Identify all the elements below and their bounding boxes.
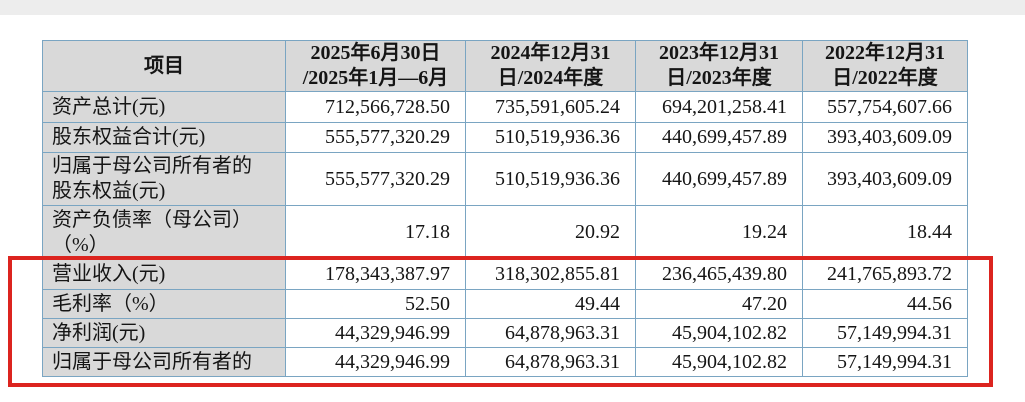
table-row-net-profit: 净利润(元) 44,329,946.99 64,878,963.31 45,90… — [42, 318, 968, 348]
row-label: 营业收入(元) — [42, 259, 286, 290]
table-row-total-assets: 资产总计(元) 712,566,728.50 735,591,605.24 69… — [42, 91, 968, 123]
row-label: 资产负债率（母公司） （%） — [42, 205, 286, 260]
cell-value: 44.56 — [802, 289, 968, 319]
table-row-gross-margin: 毛利率（%） 52.50 49.44 47.20 44.56 — [42, 289, 968, 319]
header-item-label: 项目 — [144, 54, 184, 77]
cell-value: 64,878,963.31 — [465, 347, 636, 377]
header-period-2023: 2023年12月31 日/2023年度 — [635, 40, 803, 92]
cell-value: 557,754,607.66 — [802, 91, 968, 123]
header-item: 项目 — [42, 40, 286, 92]
row-label: 毛利率（%） — [42, 289, 286, 319]
header-period-2023-line2: 日/2023年度 — [666, 67, 772, 89]
header-period-2024: 2024年12月31 日/2024年度 — [465, 40, 636, 92]
cell-value: 241,765,893.72 — [802, 259, 968, 290]
cell-value: 19.24 — [635, 205, 803, 260]
row-label-text: 归属于母公司所有者的 — [52, 155, 252, 177]
row-label-text: 股东权益合计(元) — [52, 126, 206, 148]
table-row-total-equity: 股东权益合计(元) 555,577,320.29 510,519,936.36 … — [42, 122, 968, 153]
row-label-text: 股东权益(元) — [52, 180, 166, 202]
row-label-text: 资产总计(元) — [52, 95, 166, 118]
header-row: 项目 2025年6月30日 /2025年1月—6月 2024年12月31 日/2… — [42, 40, 968, 92]
cell-value: 318,302,855.81 — [465, 259, 636, 290]
table-row-parent-equity: 归属于母公司所有者的 股东权益(元) 555,577,320.29 510,51… — [42, 152, 968, 206]
cell-value: 510,519,936.36 — [465, 122, 636, 153]
header-period-2024-line2: 日/2024年度 — [497, 67, 604, 89]
cell-value: 236,465,439.80 — [635, 259, 803, 290]
cell-value: 555,577,320.29 — [285, 122, 466, 153]
table-row-debt-ratio: 资产负债率（母公司） （%） 17.18 20.92 19.24 18.44 — [42, 205, 968, 260]
cell-value: 18.44 — [802, 205, 968, 260]
row-label: 净利润(元) — [42, 318, 286, 348]
cell-value: 44,329,946.99 — [285, 347, 466, 377]
row-label: 归属于母公司所有者的 股东权益(元) — [42, 152, 286, 206]
row-label-text: 资产负债率（母公司） — [52, 208, 252, 231]
header-period-2022-line2: 日/2022年度 — [832, 67, 938, 89]
cell-value: 49.44 — [465, 289, 636, 319]
financial-summary-table: 项目 2025年6月30日 /2025年1月—6月 2024年12月31 日/2… — [42, 40, 968, 377]
cell-value: 17.18 — [285, 205, 466, 260]
cell-value: 20.92 — [465, 205, 636, 260]
row-label-text: 归属于母公司所有者的 — [52, 350, 252, 373]
row-label: 股东权益合计(元) — [42, 122, 286, 153]
cell-value: 64,878,963.31 — [465, 318, 636, 348]
header-period-2022: 2022年12月31 日/2022年度 — [802, 40, 968, 92]
cell-value: 735,591,605.24 — [465, 91, 636, 123]
cell-value: 45,904,102.82 — [635, 318, 803, 348]
row-label: 归属于母公司所有者的 — [42, 347, 286, 377]
cell-value: 45,904,102.82 — [635, 347, 803, 377]
table-row-parent-net-profit: 归属于母公司所有者的 44,329,946.99 64,878,963.31 4… — [42, 347, 968, 377]
page-top-strip — [0, 0, 1025, 15]
table-row-revenue: 营业收入(元) 178,343,387.97 318,302,855.81 23… — [42, 259, 968, 290]
header-period-2025-line1: 2025年6月30日 — [310, 42, 441, 64]
row-label-text: 营业收入(元) — [52, 263, 166, 285]
cell-value: 393,403,609.09 — [802, 152, 968, 206]
cell-value: 510,519,936.36 — [465, 152, 636, 206]
cell-value: 440,699,457.89 — [635, 152, 803, 206]
row-label-text: 净利润(元) — [52, 321, 146, 344]
header-period-2023-line1: 2023年12月31 — [659, 42, 779, 64]
cell-value: 57,149,994.31 — [802, 347, 968, 377]
cell-value: 555,577,320.29 — [285, 152, 466, 206]
header-period-2025-line2: /2025年1月—6月 — [302, 67, 449, 89]
cell-value: 178,343,387.97 — [285, 259, 466, 290]
header-period-2024-line1: 2024年12月31 — [490, 42, 611, 64]
cell-value: 52.50 — [285, 289, 466, 319]
cell-value: 694,201,258.41 — [635, 91, 803, 123]
header-period-2025: 2025年6月30日 /2025年1月—6月 — [285, 40, 466, 92]
cell-value: 440,699,457.89 — [635, 122, 803, 153]
row-label-text: 毛利率（%） — [52, 292, 169, 315]
cell-value: 712,566,728.50 — [285, 91, 466, 123]
cell-value: 47.20 — [635, 289, 803, 319]
header-period-2022-line1: 2022年12月31 — [825, 42, 945, 64]
row-label-text: （%） — [52, 233, 109, 256]
cell-value: 44,329,946.99 — [285, 318, 466, 348]
cell-value: 393,403,609.09 — [802, 122, 968, 153]
row-label: 资产总计(元) — [42, 91, 286, 123]
cell-value: 57,149,994.31 — [802, 318, 968, 348]
